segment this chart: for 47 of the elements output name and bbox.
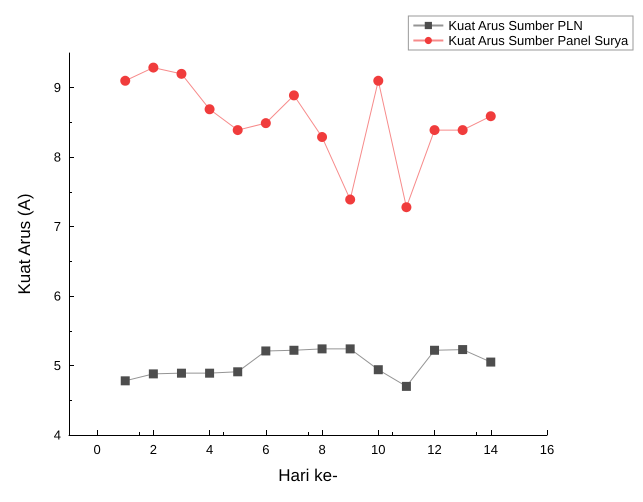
point	[148, 369, 158, 378]
point	[232, 125, 243, 136]
x-tick-label: 0	[94, 442, 101, 457]
point	[458, 125, 468, 136]
y-tick-label: 6	[54, 288, 61, 304]
point	[288, 90, 299, 100]
point	[205, 368, 214, 378]
y-tick-label: 9	[54, 80, 61, 96]
y-tick-label: 4	[54, 428, 61, 442]
point	[402, 382, 411, 391]
point	[148, 62, 158, 73]
point	[374, 365, 383, 374]
y-axis-title: Kuat Arus (A)	[15, 193, 34, 295]
point	[401, 202, 412, 212]
x-tick-label: 6	[262, 442, 270, 457]
point	[318, 344, 327, 354]
point	[176, 368, 186, 378]
y-tick-label: 8	[54, 150, 61, 165]
legend-label: Kuat Arus Sumber PLN	[448, 18, 583, 33]
point	[289, 346, 298, 355]
point	[486, 111, 496, 122]
point	[233, 367, 242, 376]
x-tick-label: 2	[150, 442, 157, 457]
x-tick-label: 12	[427, 442, 442, 457]
point	[430, 346, 440, 355]
point	[260, 118, 271, 128]
point	[486, 358, 496, 367]
x-tick-label: 8	[318, 442, 326, 457]
point	[120, 76, 130, 86]
x-tick-label: 14	[484, 442, 498, 457]
point	[120, 376, 130, 386]
x-tick-label: 16	[540, 442, 554, 457]
x-tick-label: 10	[371, 442, 386, 457]
x-axis-title: Hari ke-	[278, 466, 338, 485]
point	[430, 125, 440, 136]
point	[261, 346, 270, 356]
point	[373, 76, 384, 86]
y-tick-label: 5	[54, 358, 61, 374]
x-tick-label: 4	[206, 442, 214, 457]
y-tick-label: 7	[54, 219, 61, 234]
point	[176, 68, 186, 79]
point	[317, 132, 328, 142]
point	[204, 104, 215, 114]
legend-label: Kuat Arus Sumber Panel Surya	[448, 33, 630, 48]
point	[458, 345, 468, 354]
point	[345, 194, 356, 205]
point	[346, 344, 355, 354]
